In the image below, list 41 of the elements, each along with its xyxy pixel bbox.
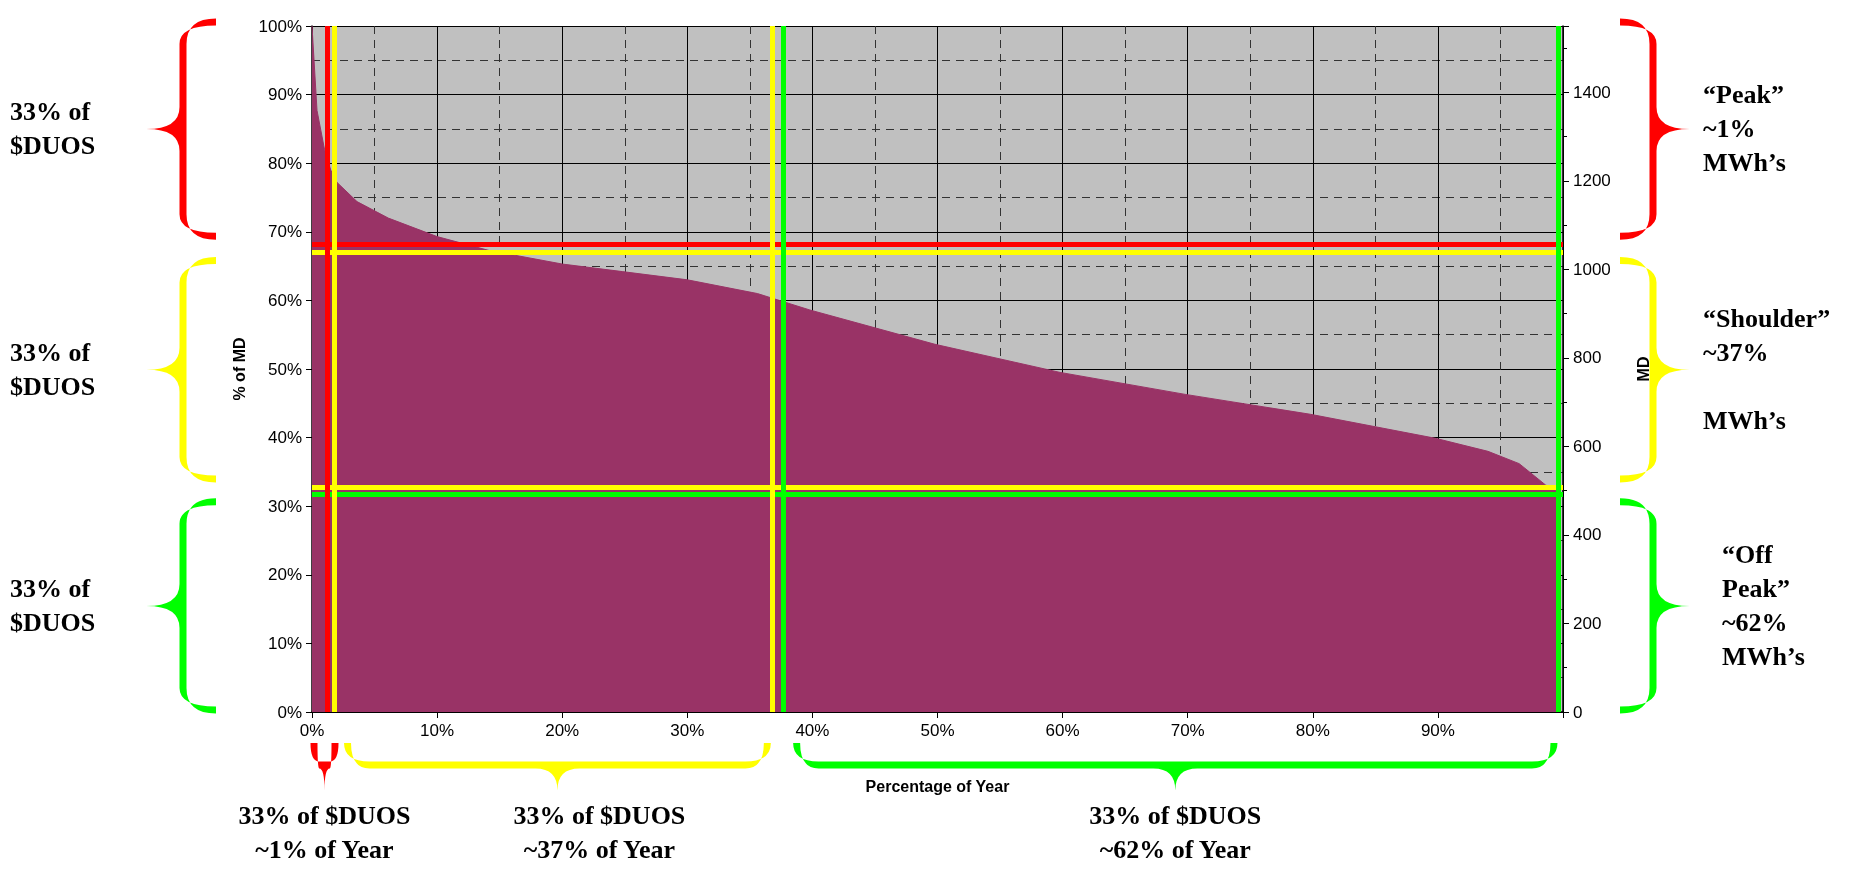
x-tick-label: 70% [1170,721,1205,740]
y-tick-label: 0% [277,702,302,722]
text: 33% of $DUOS [10,336,96,403]
text: 33% of $DUOS ~1% of Year [238,800,411,866]
x-axis-title: Percentage of Year [865,777,1010,795]
y-tick-label: 50% [267,359,302,379]
y2-tick-label: 1000 [1573,259,1611,279]
y-tick-label: 40% [267,428,302,448]
text: 33% of $DUOS ~62% of Year [1089,800,1262,866]
y2-tick-label: 200 [1573,613,1602,633]
y-tick-label: 70% [267,222,302,242]
y-axis-title: % of MD [231,337,249,401]
text: “Shoulder” ~37% MWh’s [1703,303,1831,435]
y-tick-label: 60% [267,290,302,310]
x-tick-label: 20% [545,721,580,740]
y-tick-label: 90% [267,85,302,105]
y2-tick-label: 400 [1573,525,1602,545]
y-tick-label: 10% [267,633,302,653]
y2-tick-label: 800 [1573,348,1602,368]
text: 33% of $DUOS ~37% of Year [513,800,686,866]
x-tick-label: 90% [1420,721,1455,740]
x-tick-label: 0% [299,721,325,740]
y2-tick-label: 1200 [1573,171,1611,191]
y-tick-label: 80% [267,153,302,173]
text: 33% of $DUOS [10,572,96,639]
y-tick-label: 100% [258,16,302,36]
text: “Off Peak” ~62% MWh’s [1722,538,1805,673]
x-tick-label: 40% [795,721,830,740]
x-tick-label: 80% [1295,721,1330,740]
x-tick-label: 10% [420,721,455,740]
x-tick-label: 60% [1045,721,1080,740]
y2-tick-label: 0 [1573,702,1583,722]
y-tick-label: 20% [267,565,302,585]
y-tick-label: 30% [267,496,302,516]
y2-tick-label: 1400 [1573,82,1611,102]
text: 33% of $DUOS [10,96,96,163]
y2-tick-label: 600 [1573,436,1602,456]
x-tick-label: 30% [670,721,705,740]
y2-axis-title: MD [1634,356,1652,382]
text: “Peak” ~1% MWh’s [1703,79,1786,180]
x-tick-label: 50% [920,721,955,740]
